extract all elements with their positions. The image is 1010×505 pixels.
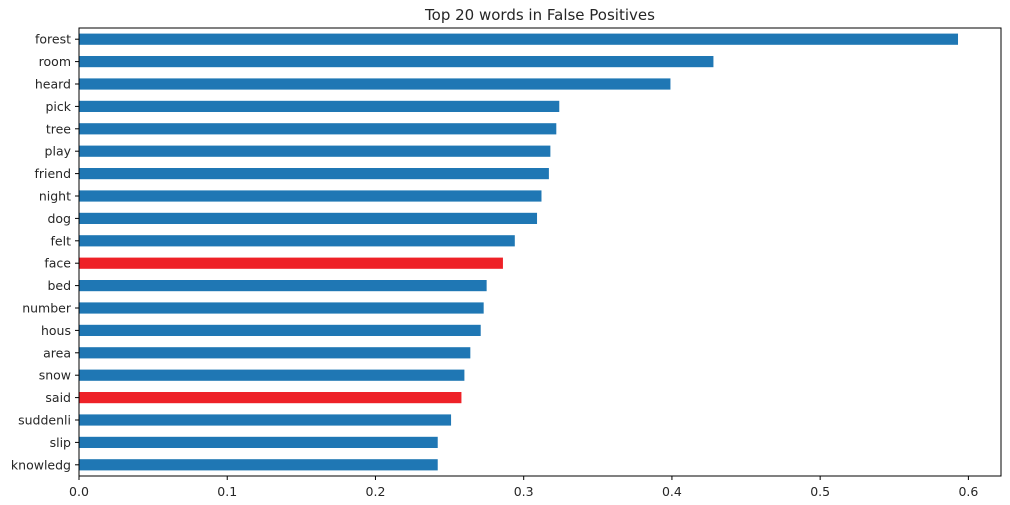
bar-forest — [79, 33, 959, 45]
y-tick-label: play — [45, 144, 72, 159]
bar-heard — [79, 78, 671, 90]
x-axis-ticks: 0.0 0.1 0.2 0.3 0.4 0.5 0.6 — [69, 476, 978, 499]
bar-suddenli — [79, 414, 452, 426]
x-tick-label: 0.6 — [958, 484, 978, 499]
bar-hous — [79, 324, 481, 336]
x-tick-label: 0.5 — [810, 484, 830, 499]
x-tick-label: 0.4 — [662, 484, 682, 499]
y-tick-label: area — [43, 345, 71, 360]
bar-face — [79, 257, 503, 269]
y-tick-label: hous — [41, 323, 71, 338]
y-tick-label: friend — [34, 166, 71, 181]
y-axis-ticks: forest room heard pick tree play friend night do… — [11, 32, 79, 472]
y-tick-label: slip — [50, 435, 71, 450]
bar-felt — [79, 235, 515, 247]
bar-play — [79, 145, 551, 157]
bar-friend — [79, 168, 549, 180]
y-tick-label: forest — [35, 32, 71, 47]
bar-said — [79, 392, 462, 404]
y-tick-label: night — [39, 189, 71, 204]
y-tick-label: knowledg — [11, 457, 71, 472]
y-tick-label: tree — [46, 121, 71, 136]
plot-frame — [78, 27, 1002, 477]
y-tick-label: pick — [45, 99, 71, 114]
bar-room — [79, 56, 714, 68]
y-tick-label: snow — [39, 368, 71, 383]
bar-bed — [79, 280, 487, 292]
x-tick-label: 0.3 — [514, 484, 534, 499]
y-tick-label: said — [45, 390, 71, 405]
y-tick-label: face — [44, 256, 71, 271]
y-tick-label: room — [39, 54, 71, 69]
bar-knowledg — [79, 459, 438, 471]
bar-snow — [79, 369, 465, 381]
bar-slip — [79, 436, 438, 448]
x-tick-label: 0.0 — [69, 484, 89, 499]
y-tick-label: number — [22, 301, 72, 316]
y-tick-label: felt — [51, 233, 72, 248]
bar-area — [79, 347, 471, 359]
bars-group — [79, 33, 959, 471]
bar-tree — [79, 123, 557, 135]
chart-title: Top 20 words in False Positives — [424, 6, 655, 24]
x-tick-label: 0.1 — [217, 484, 237, 499]
y-tick-label: heard — [35, 77, 71, 92]
bar-dog — [79, 212, 538, 224]
y-tick-label: suddenli — [18, 413, 71, 428]
y-tick-label: dog — [47, 211, 71, 226]
bar-number — [79, 302, 484, 314]
y-tick-label: bed — [47, 278, 71, 293]
bar-pick — [79, 100, 560, 112]
bar-night — [79, 190, 542, 202]
x-tick-label: 0.2 — [366, 484, 386, 499]
